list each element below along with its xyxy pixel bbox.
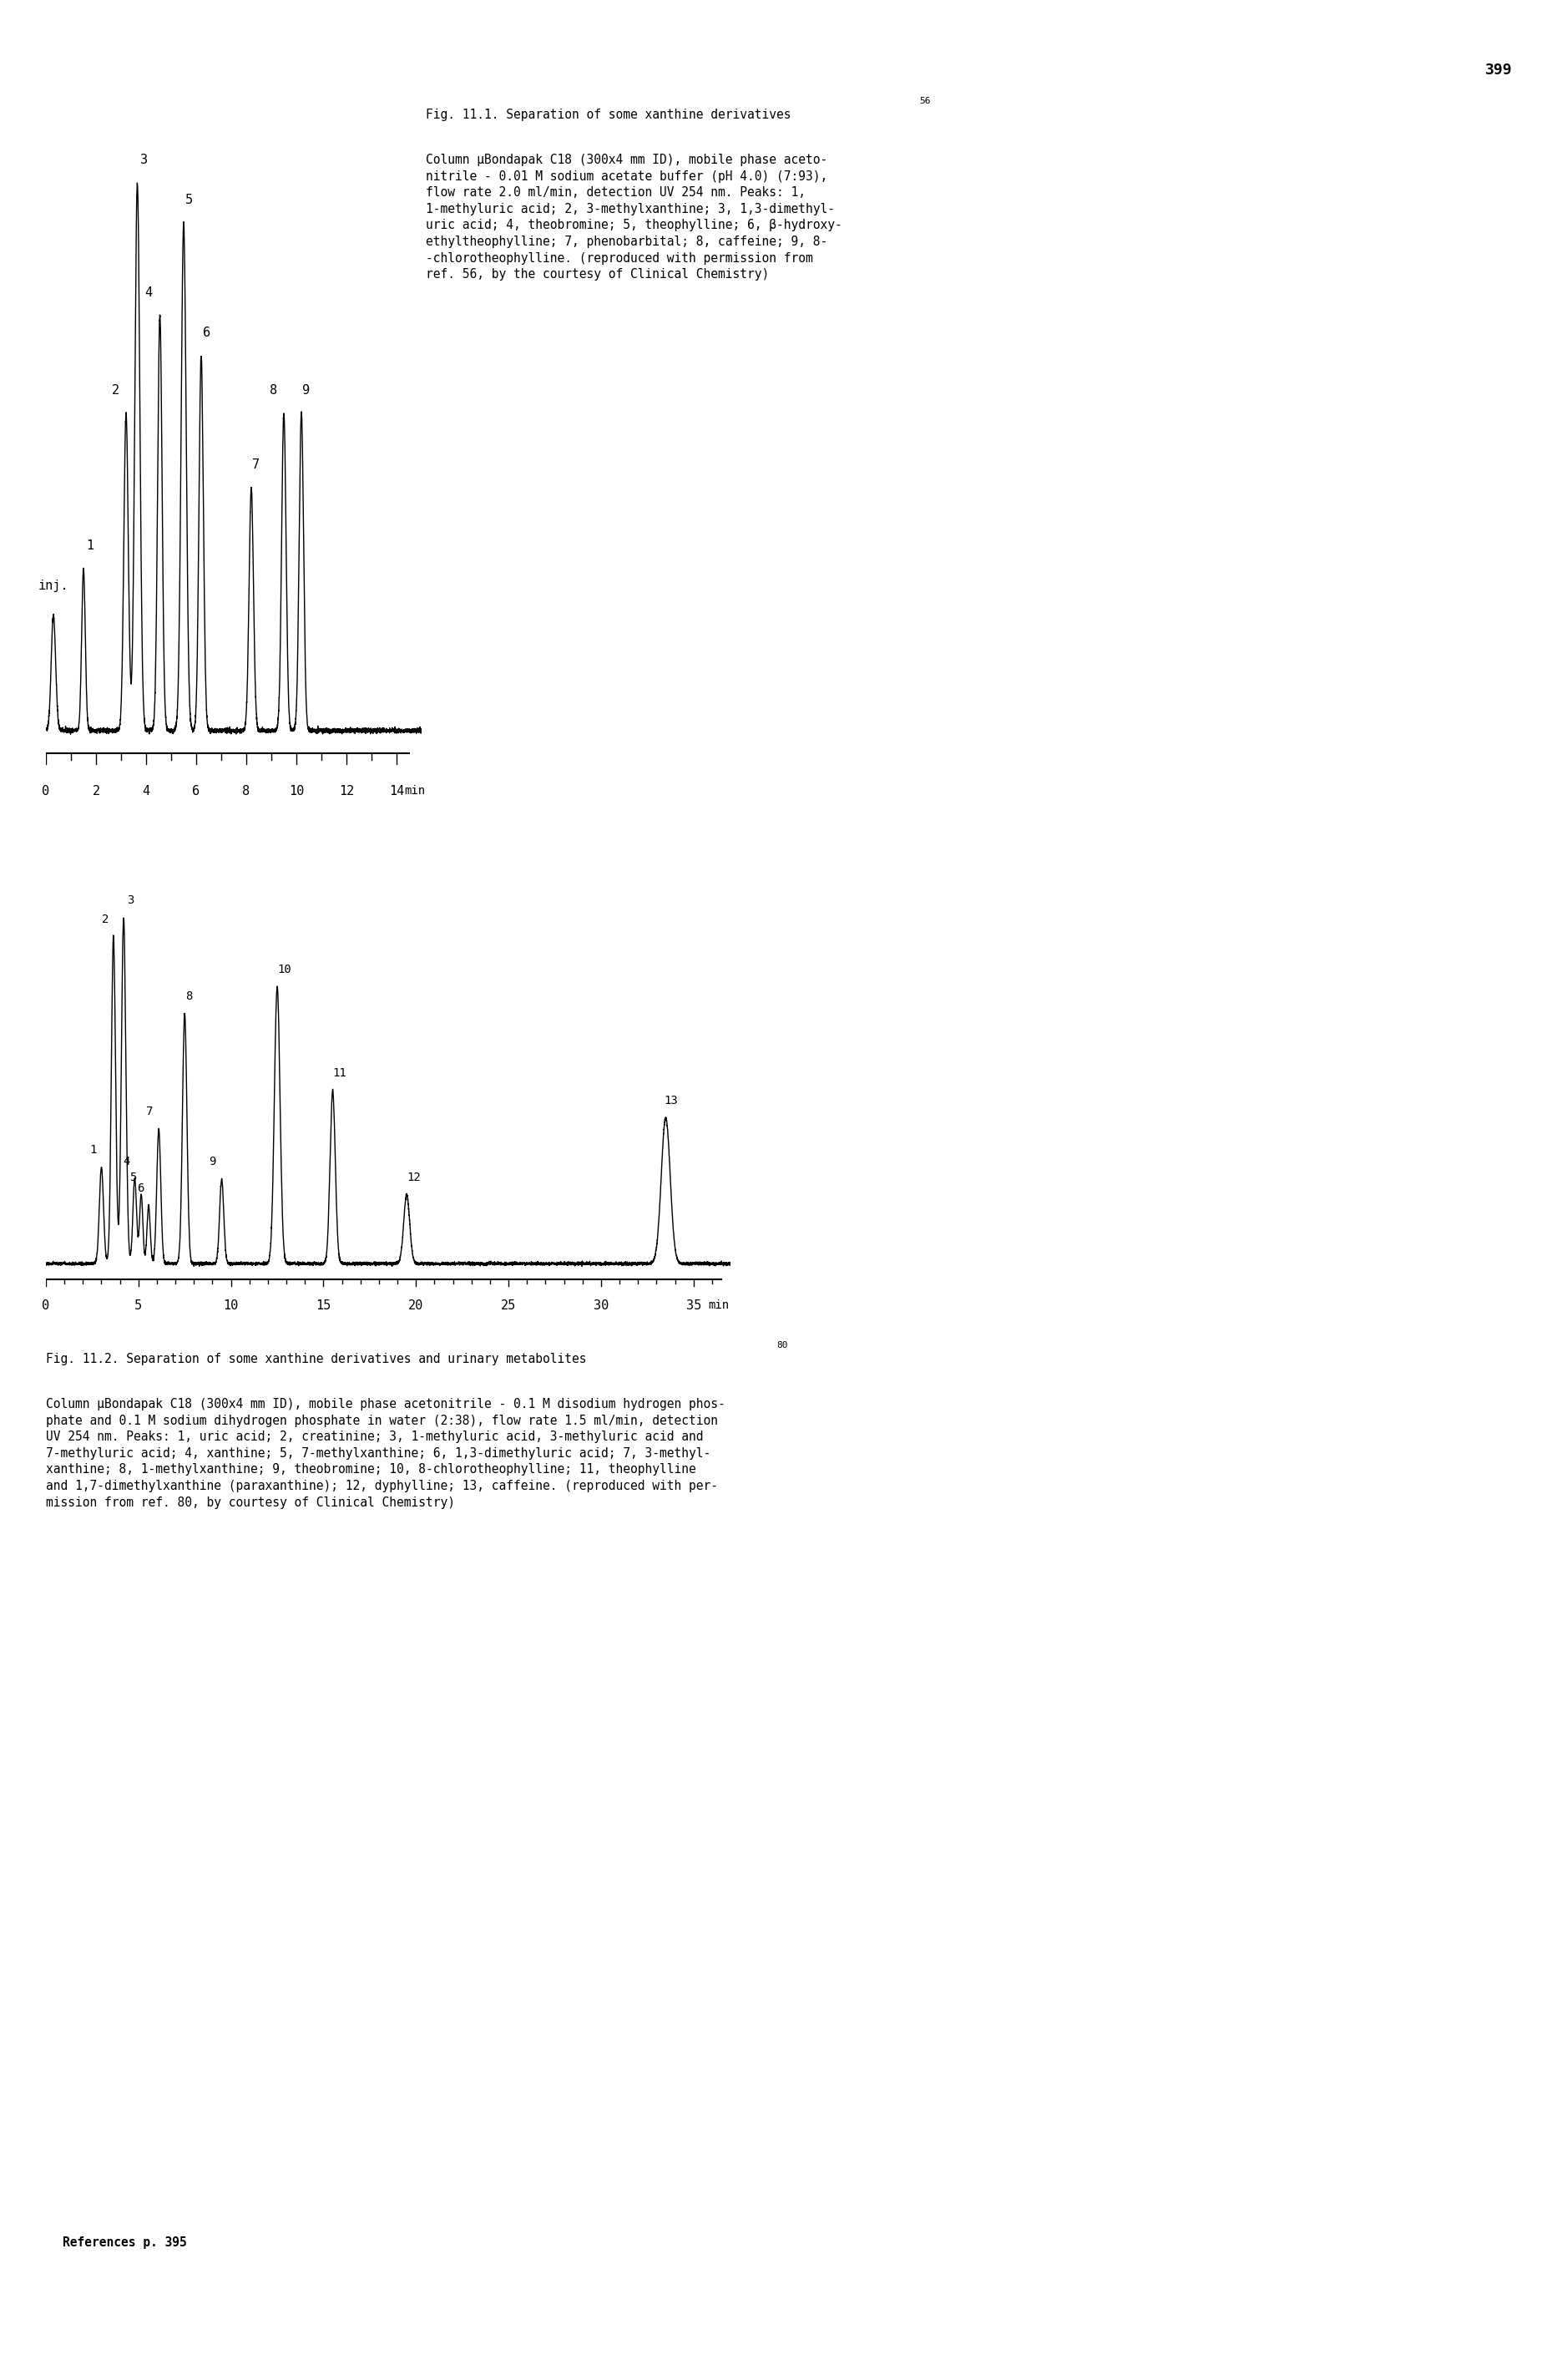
Text: 0: 0 xyxy=(42,785,50,797)
Text: 56: 56 xyxy=(920,98,931,105)
Text: 3: 3 xyxy=(141,155,147,167)
Text: 14: 14 xyxy=(389,785,404,797)
Text: 20: 20 xyxy=(409,1299,423,1311)
Text: 1: 1 xyxy=(89,1145,97,1157)
Text: 2: 2 xyxy=(111,383,119,397)
Text: 35: 35 xyxy=(686,1299,700,1311)
Text: 11: 11 xyxy=(332,1069,346,1078)
Text: 80: 80 xyxy=(777,1340,788,1349)
Text: 4: 4 xyxy=(122,1157,130,1169)
Text: 25: 25 xyxy=(501,1299,516,1311)
Text: 10: 10 xyxy=(288,785,304,797)
Text: 6: 6 xyxy=(193,785,201,797)
Text: 9: 9 xyxy=(302,383,310,397)
Text: 399: 399 xyxy=(1486,62,1512,79)
Text: References p. 395: References p. 395 xyxy=(63,2237,186,2249)
Text: Column μBondapak C18 (300x4 mm ID), mobile phase aceto-
nitrile - 0.01 M sodium : Column μBondapak C18 (300x4 mm ID), mobi… xyxy=(426,155,841,281)
Text: 15: 15 xyxy=(317,1299,331,1311)
Text: 10: 10 xyxy=(277,964,291,976)
Text: 0: 0 xyxy=(42,1299,50,1311)
Text: 2: 2 xyxy=(92,785,100,797)
Text: 12: 12 xyxy=(338,785,354,797)
Text: 6: 6 xyxy=(204,326,210,338)
Text: 13: 13 xyxy=(664,1095,679,1107)
Text: Fig. 11.1. Separation of some xanthine derivatives: Fig. 11.1. Separation of some xanthine d… xyxy=(426,109,791,121)
Text: 8: 8 xyxy=(185,990,193,1002)
Text: 10: 10 xyxy=(224,1299,238,1311)
Text: min: min xyxy=(404,785,425,797)
Text: 4: 4 xyxy=(143,785,150,797)
Text: Column μBondapak C18 (300x4 mm ID), mobile phase acetonitrile - 0.1 M disodium h: Column μBondapak C18 (300x4 mm ID), mobi… xyxy=(45,1397,726,1509)
Text: 7: 7 xyxy=(252,459,260,471)
Text: 6: 6 xyxy=(136,1183,144,1195)
Text: 5: 5 xyxy=(185,193,193,207)
Text: 4: 4 xyxy=(144,286,152,298)
Text: 1: 1 xyxy=(86,540,94,552)
Text: 5: 5 xyxy=(128,1171,136,1183)
Text: 2: 2 xyxy=(102,914,108,926)
Text: 12: 12 xyxy=(407,1171,420,1183)
Text: 7: 7 xyxy=(146,1107,154,1119)
Text: 30: 30 xyxy=(594,1299,608,1311)
Text: 8: 8 xyxy=(243,785,251,797)
Text: 5: 5 xyxy=(135,1299,143,1311)
Text: 9: 9 xyxy=(208,1157,216,1169)
Text: 3: 3 xyxy=(127,895,135,907)
Text: min: min xyxy=(708,1299,729,1311)
Text: inj.: inj. xyxy=(38,581,69,593)
Text: 8: 8 xyxy=(270,383,277,397)
Text: Fig. 11.2. Separation of some xanthine derivatives and urinary metabolites: Fig. 11.2. Separation of some xanthine d… xyxy=(45,1352,586,1366)
